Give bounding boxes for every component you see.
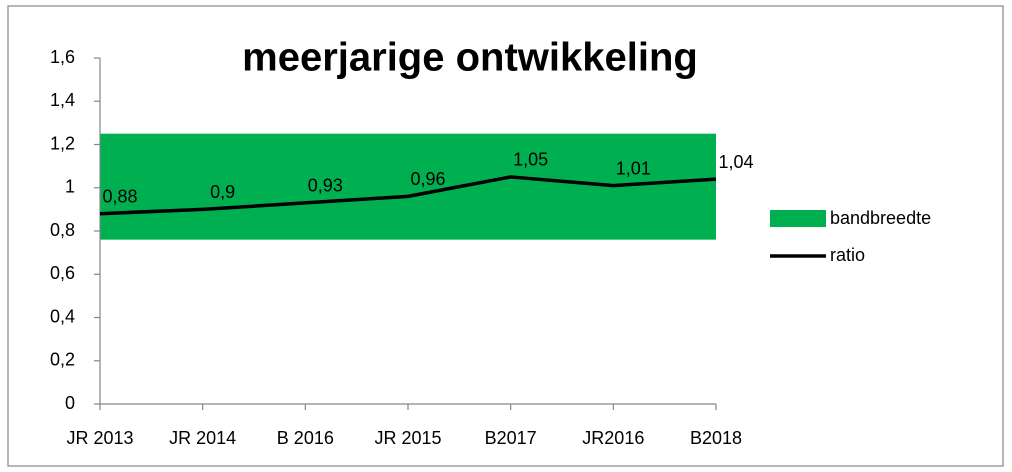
x-tick-label: JR 2014	[169, 428, 236, 448]
legend-label: bandbreedte	[830, 208, 931, 228]
legend-label: ratio	[830, 245, 865, 265]
x-tick-label: B2018	[690, 428, 742, 448]
y-tick-label: 1,6	[50, 47, 75, 67]
y-tick-label: 0,6	[50, 263, 75, 283]
data-label: 1,04	[718, 152, 753, 172]
data-label: 0,93	[308, 176, 343, 196]
data-label: 1,05	[513, 150, 548, 170]
legend-swatch	[770, 210, 826, 227]
x-tick-label: JR2016	[582, 428, 644, 448]
y-tick-label: 1,2	[50, 133, 75, 153]
data-label: 0,9	[210, 182, 235, 202]
y-tick-label: 1	[65, 177, 75, 197]
y-tick-label: 0	[65, 393, 75, 413]
y-tick-label: 1,4	[50, 90, 75, 110]
data-label: 0,88	[102, 186, 137, 206]
y-tick-label: 0,8	[50, 220, 75, 240]
chart-title: meerjarige ontwikkeling	[242, 36, 698, 80]
y-tick-label: 0,4	[50, 306, 75, 326]
x-tick-label: B2017	[485, 428, 537, 448]
line	[99, 175, 717, 216]
x-tick-label: B 2016	[277, 428, 334, 448]
y-tick-label: 0,2	[50, 350, 75, 370]
x-tick-label: JR 2015	[374, 428, 441, 448]
x-tick-label: JR 2013	[66, 428, 133, 448]
data-label: 0,96	[410, 169, 445, 189]
data-label: 1,01	[616, 158, 651, 178]
